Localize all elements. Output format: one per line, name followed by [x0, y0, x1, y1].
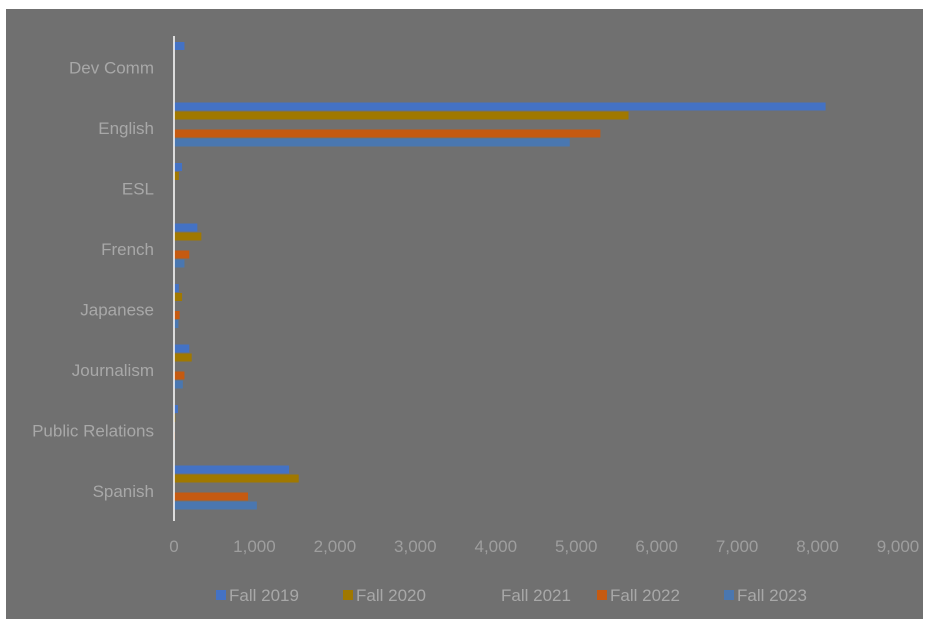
x-tick-label: 6,000 — [635, 537, 678, 556]
legend-label: Fall 2020 — [356, 586, 426, 605]
bar-esl-fall-2020 — [174, 172, 179, 180]
bar-french-fall-2020 — [174, 232, 202, 241]
category-label: French — [101, 240, 154, 259]
category-label: ESL — [122, 179, 154, 198]
legend-label: Fall 2023 — [737, 586, 807, 605]
x-tick-label: 0 — [169, 537, 178, 556]
category-label: Dev Comm — [69, 58, 154, 77]
bar-esl-fall-2019 — [174, 163, 183, 171]
bar-english-fall-2019 — [174, 102, 826, 111]
bar-spanish-fall-2022 — [174, 492, 249, 501]
bar-english-fall-2022 — [174, 129, 601, 138]
legend-swatch — [343, 590, 353, 600]
bar-french-fall-2019 — [174, 223, 198, 232]
bar-spanish-fall-2019 — [174, 465, 290, 474]
category-label: Spanish — [93, 482, 154, 501]
x-tick-label: 7,000 — [716, 537, 759, 556]
bar-journalism-fall-2019 — [174, 344, 190, 353]
x-tick-label: 8,000 — [796, 537, 839, 556]
bar-dev-comm-fall-2019 — [174, 42, 185, 50]
bar-journalism-fall-2022 — [174, 371, 185, 380]
legend-label: Fall 2021 — [501, 586, 571, 605]
bar-spanish-fall-2020 — [174, 474, 299, 483]
legend-swatch — [488, 590, 498, 600]
category-label: English — [98, 119, 154, 138]
bar-japanese-fall-2023 — [174, 320, 179, 328]
legend-label: Fall 2019 — [229, 586, 299, 605]
x-tick-label: 4,000 — [475, 537, 518, 556]
legend-label: Fall 2022 — [610, 586, 680, 605]
bar-english-fall-2020 — [174, 111, 629, 120]
bar-japanese-fall-2022 — [174, 311, 180, 319]
x-tick-label: 3,000 — [394, 537, 437, 556]
x-tick-label: 9,000 — [877, 537, 920, 556]
chart-background — [6, 9, 923, 619]
bar-public-relations-fall-2019 — [174, 405, 179, 413]
bar-french-fall-2023 — [174, 259, 185, 268]
bar-japanese-fall-2019 — [174, 284, 179, 292]
bar-french-fall-2022 — [174, 250, 190, 259]
bar-english-fall-2023 — [174, 138, 570, 147]
x-tick-label: 2,000 — [314, 537, 357, 556]
bar-journalism-fall-2023 — [174, 380, 183, 389]
category-label: Journalism — [72, 361, 154, 380]
category-label: Public Relations — [32, 421, 154, 440]
x-tick-label: 1,000 — [233, 537, 276, 556]
bar-spanish-fall-2023 — [174, 501, 257, 510]
x-tick-label: 5,000 — [555, 537, 598, 556]
legend-swatch — [724, 590, 734, 600]
category-label: Japanese — [80, 300, 154, 319]
bar-japanese-fall-2020 — [174, 293, 183, 301]
bar-journalism-fall-2020 — [174, 353, 192, 362]
legend-swatch — [597, 590, 607, 600]
legend-swatch — [216, 590, 226, 600]
